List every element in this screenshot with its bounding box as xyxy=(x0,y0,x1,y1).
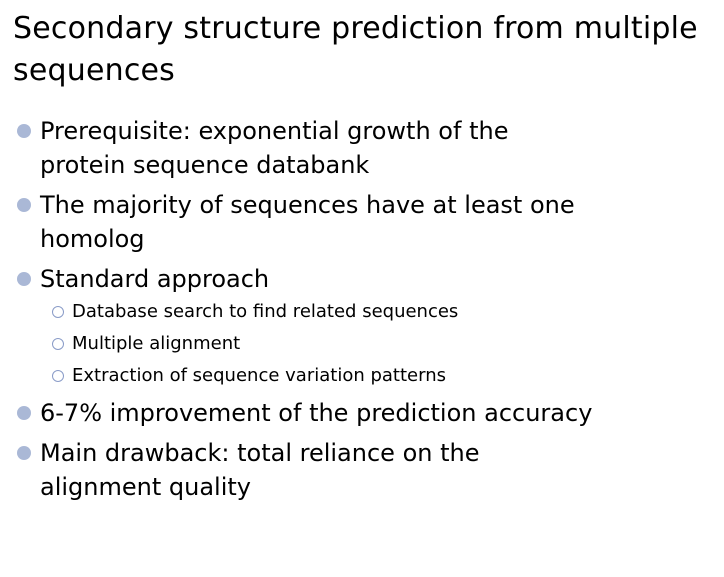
bullet-list: Prerequisite: exponential growth of the … xyxy=(0,114,724,504)
bullet-item: Standard approach xyxy=(0,262,724,296)
hollow-circle-bullet-icon xyxy=(52,370,64,382)
hollow-circle-bullet-icon xyxy=(52,338,64,350)
bullet-text: Main drawback: total reliance on the ali… xyxy=(40,439,480,501)
sub-bullet-item: Extraction of sequence variation pattern… xyxy=(40,360,724,392)
bullet-item: Prerequisite: exponential growth of the … xyxy=(0,114,600,182)
filled-circle-bullet-icon xyxy=(17,198,31,212)
sub-bullet-text: Extraction of sequence variation pattern… xyxy=(72,365,446,386)
hollow-circle-bullet-icon xyxy=(52,306,64,318)
filled-circle-bullet-icon xyxy=(17,124,31,138)
bullet-text: 6-7% improvement of the prediction accur… xyxy=(40,399,593,427)
bullet-text: Prerequisite: exponential growth of the … xyxy=(40,117,509,179)
sub-bullet-item: Multiple alignment xyxy=(40,328,724,360)
sub-bullet-text: Multiple alignment xyxy=(72,333,241,354)
filled-circle-bullet-icon xyxy=(17,406,31,420)
sub-bullet-list: Database search to find related sequence… xyxy=(0,296,724,392)
sub-bullet-item: Database search to find related sequence… xyxy=(40,296,724,328)
filled-circle-bullet-icon xyxy=(17,446,31,460)
bullet-item: 6-7% improvement of the prediction accur… xyxy=(0,396,724,430)
slide-title: Secondary structure prediction from mult… xyxy=(13,11,698,88)
sub-bullet-group: Database search to find related sequence… xyxy=(0,296,724,392)
bullet-text: The majority of sequences have at least … xyxy=(40,191,575,253)
bullet-item: The majority of sequences have at least … xyxy=(0,188,680,256)
filled-circle-bullet-icon xyxy=(17,272,31,286)
bullet-text: Standard approach xyxy=(40,265,270,293)
bullet-item: Main drawback: total reliance on the ali… xyxy=(0,436,600,504)
sub-bullet-text: Database search to find related sequence… xyxy=(72,301,459,322)
